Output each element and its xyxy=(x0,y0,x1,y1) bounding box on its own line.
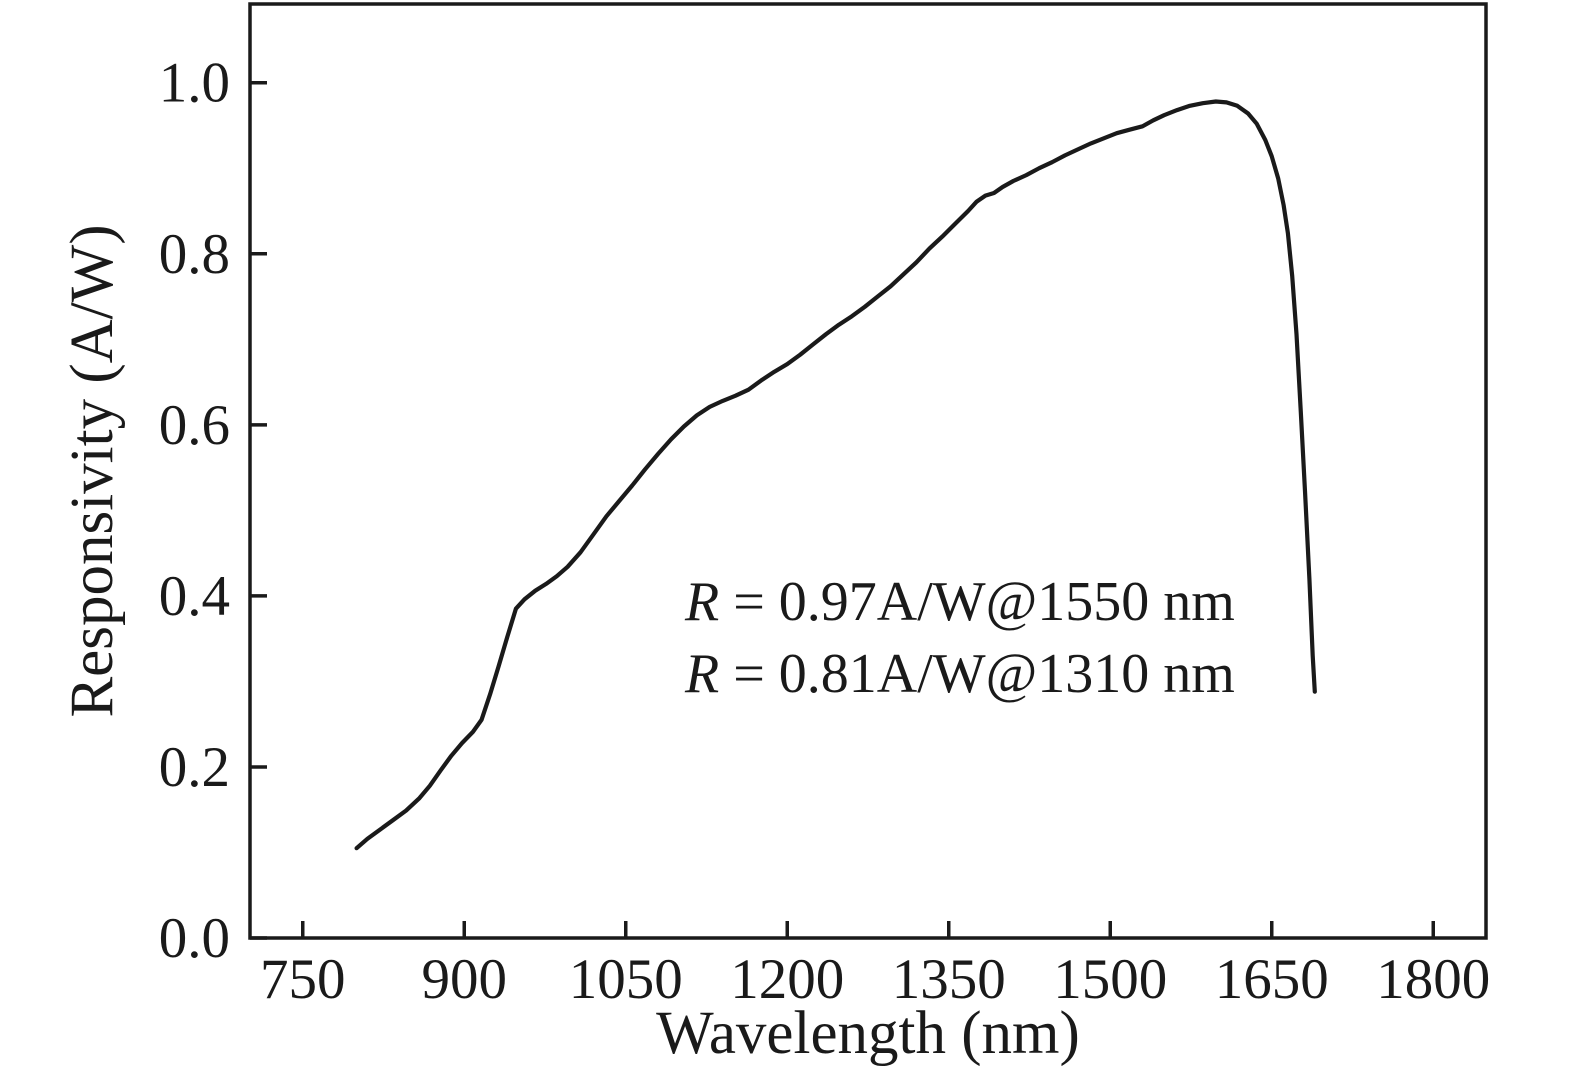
x-tick-label: 1350 xyxy=(892,948,1006,1011)
y-tick-label: 0.0 xyxy=(159,907,230,970)
x-tick-label: 1200 xyxy=(730,948,844,1011)
plot-frame xyxy=(248,2,1488,940)
responsivity-curve xyxy=(354,99,1317,851)
y-tick-label: 0.2 xyxy=(159,736,230,799)
x-tick-label: 750 xyxy=(260,948,346,1011)
x-axis-ticks: 750 900 1050 1200 1350 1500 1650 1800 xyxy=(260,921,1490,1011)
x-tick-label: 1800 xyxy=(1376,948,1490,1011)
y-tick-label: 0.8 xyxy=(159,223,230,286)
annotation-text: R = 0.81A/W@1310 nm xyxy=(684,643,1235,705)
y-axis-ticks: 0.0 0.2 0.4 0.6 0.8 1.0 xyxy=(159,52,267,970)
y-tick-label: 0.4 xyxy=(159,565,230,628)
y-tick-label: 0.6 xyxy=(159,394,230,457)
x-tick-label: 1650 xyxy=(1215,948,1329,1011)
x-tick-label: 1500 xyxy=(1053,948,1167,1011)
y-tick-label: 1.0 xyxy=(159,52,230,115)
y-axis-title: Responsivity (A/W) xyxy=(59,224,126,717)
x-tick-label: 1050 xyxy=(569,948,683,1011)
x-tick-label: 900 xyxy=(422,948,508,1011)
annotation-text: R = 0.97A/W@1550 nm xyxy=(684,571,1235,633)
x-axis-title: Wavelength (nm) xyxy=(656,1000,1080,1067)
annotation-group: R = 0.97A/W@1550 nm R = 0.81A/W@1310 nm xyxy=(684,571,1235,705)
